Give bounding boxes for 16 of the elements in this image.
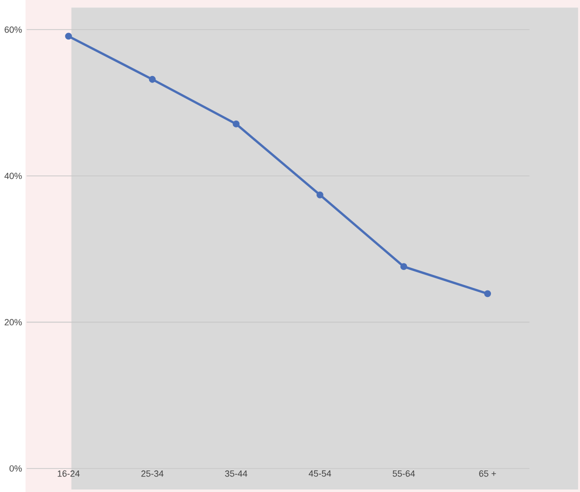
x-tick-label: 16-24	[58, 470, 80, 477]
y-tick-label: 40%	[4, 172, 22, 179]
point	[148, 76, 156, 83]
point	[316, 191, 324, 198]
y-tick-label: 60%	[4, 26, 22, 33]
point	[65, 32, 72, 40]
x-tick-label: 65 +	[479, 470, 496, 477]
x-tick-label: 25-34	[141, 470, 164, 477]
x-tick-label: 55-64	[392, 470, 415, 477]
point	[232, 120, 240, 128]
x-tick-label: 45-54	[308, 470, 332, 476]
x-tick-label: 35-44	[225, 470, 248, 477]
point	[484, 290, 492, 297]
y-tick-label: 20%	[4, 318, 22, 326]
point	[400, 262, 408, 270]
y-tick-label: 0%	[10, 465, 22, 472]
